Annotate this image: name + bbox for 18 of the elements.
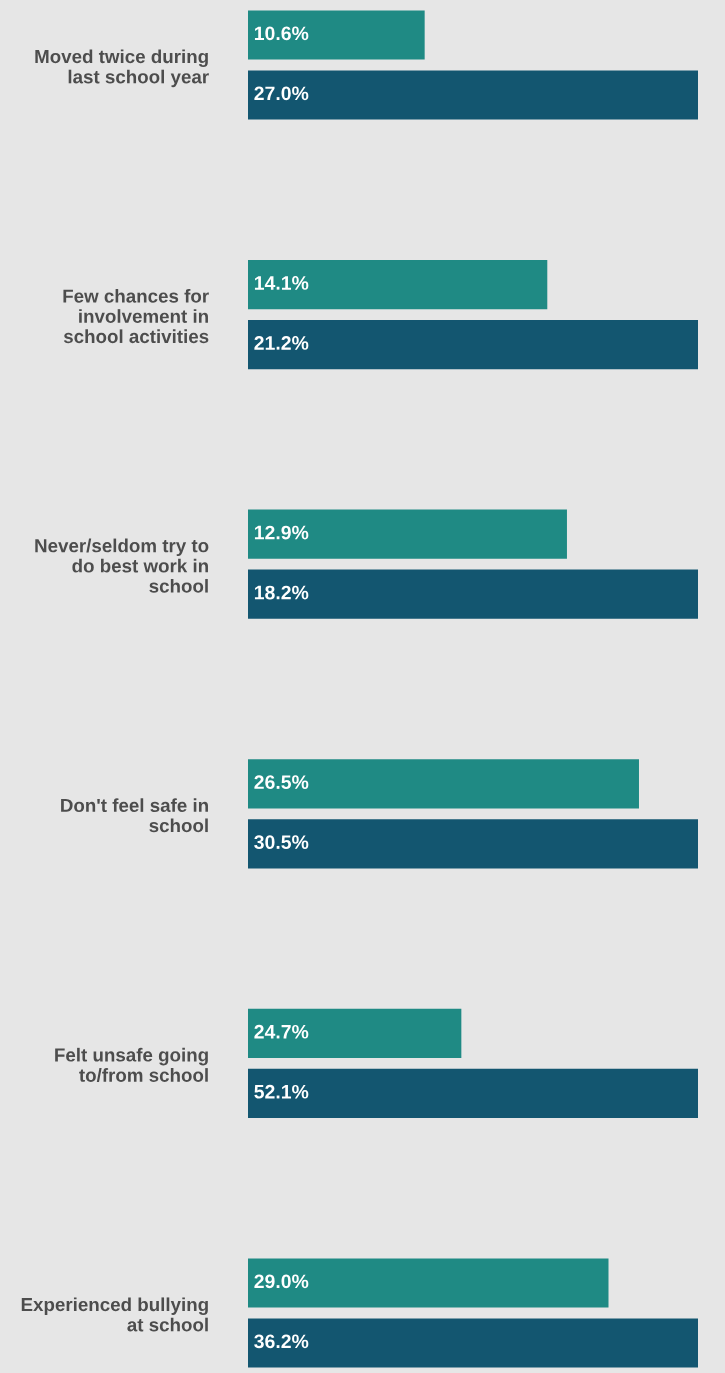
data-label: 29.0%	[254, 1274, 309, 1289]
y-tick-label: Felt unsafe going to/from school	[55, 1047, 208, 1083]
data-label: 27.0%	[254, 86, 309, 101]
data-label: 18.2%	[254, 585, 309, 600]
data-label: 14.1%	[254, 276, 309, 290]
y-tick-label: Moved twice during last school year	[35, 49, 209, 88]
data-label: 12.9%	[254, 525, 309, 540]
data-label: 52.1%	[254, 1084, 309, 1099]
y-tick-label: Few chances for involvement in school activities	[63, 288, 209, 344]
data-label: 10.6%	[254, 26, 309, 41]
y-tick-label: Never/seldom try to do best work in school	[35, 538, 209, 593]
data-label: 36.2%	[254, 1334, 309, 1349]
y-tick-label: Experienced bullying at school	[21, 1297, 208, 1332]
y-tick-label: Don't feel safe in school	[61, 798, 208, 833]
data-label: 26.5%	[254, 775, 309, 790]
data-label: 24.7%	[254, 1024, 309, 1039]
data-label: 30.5%	[254, 835, 309, 850]
data-label: 21.2%	[254, 336, 309, 350]
